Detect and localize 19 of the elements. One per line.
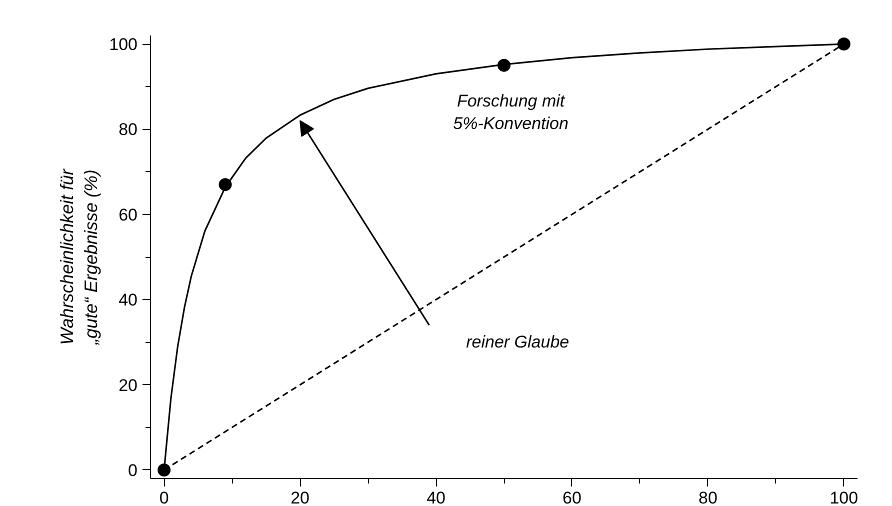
y-tick-label: 20 bbox=[118, 376, 138, 395]
point bbox=[218, 178, 232, 192]
annotation: reiner Glaube bbox=[466, 332, 570, 352]
y-tick-label: 0 bbox=[128, 460, 138, 480]
x-tick-label: 40 bbox=[426, 488, 446, 506]
y-tick-label: 100 bbox=[109, 35, 138, 54]
x-tick-label: 100 bbox=[830, 488, 858, 506]
y-tick-label: 40 bbox=[118, 290, 138, 310]
annotation: Forschung mit 5%-Konvention bbox=[453, 91, 568, 134]
point bbox=[158, 463, 171, 476]
x-tick-label: 20 bbox=[290, 488, 310, 506]
y-tick-label: 60 bbox=[118, 205, 138, 224]
x-tick-label: 0 bbox=[159, 488, 169, 506]
point bbox=[498, 58, 510, 72]
y-axis-title: Wahrscheinlichkeit für „gute“ Ergebnisse (%) bbox=[57, 168, 102, 346]
y-tick-label: 80 bbox=[118, 120, 138, 140]
point bbox=[837, 38, 850, 51]
x-tick-label: 80 bbox=[698, 488, 718, 506]
x-tick-label: 60 bbox=[562, 488, 582, 506]
